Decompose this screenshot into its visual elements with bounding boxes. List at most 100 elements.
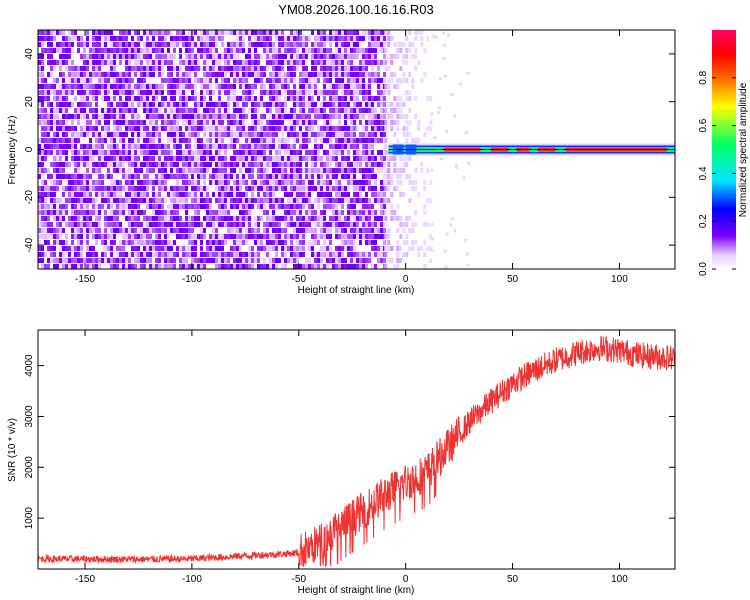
- heatmap-cell: [429, 96, 433, 101]
- heatmap-cell: [83, 180, 86, 185]
- heatmap-cell: [365, 216, 368, 221]
- heatmap-cell: [272, 264, 275, 269]
- heatmap-cell: [38, 144, 41, 149]
- heatmap-cell: [74, 210, 77, 215]
- heatmap-cell: [326, 180, 329, 185]
- heatmap-cell: [53, 144, 56, 149]
- heatmap-cell: [191, 222, 194, 227]
- heatmap-cell: [284, 36, 287, 41]
- heatmap-cell: [131, 210, 134, 215]
- heatmap-cell: [251, 162, 254, 167]
- heatmap-cell: [83, 150, 86, 155]
- heatmap-cell: [209, 258, 212, 263]
- heatmap-cell: [41, 48, 44, 53]
- heatmap-cell: [104, 186, 107, 191]
- heatmap-cell: [296, 150, 299, 155]
- heatmap-cell: [56, 264, 59, 269]
- heatmap-cell: [365, 174, 368, 179]
- heatmap-cell: [131, 246, 134, 251]
- heatmap-cell: [122, 246, 125, 251]
- heatmap-cell: [65, 198, 68, 203]
- heatmap-cell: [113, 210, 116, 215]
- heatmap-cell: [284, 72, 287, 77]
- heatmap-cell: [311, 60, 314, 65]
- heatmap-cell: [173, 90, 176, 95]
- heatmap-cell: [236, 204, 239, 209]
- heatmap-cell: [92, 186, 95, 191]
- heatmap-cell: [248, 96, 251, 101]
- heatmap-cell: [420, 246, 424, 251]
- heatmap-cell: [218, 132, 221, 137]
- heatmap-cell: [47, 210, 50, 215]
- heatmap-cell: [344, 72, 347, 77]
- heatmap-cell: [368, 54, 371, 59]
- heatmap-cell: [380, 114, 383, 119]
- heatmap-cell: [173, 120, 176, 125]
- heatmap-cell: [182, 192, 185, 197]
- heatmap-cell: [77, 150, 80, 155]
- heatmap-cell: [143, 150, 146, 155]
- heatmap-cell: [62, 162, 65, 167]
- heatmap-cell: [275, 114, 278, 119]
- heatmap-cell: [173, 258, 176, 263]
- heatmap-cell: [290, 114, 293, 119]
- heatmap-cell: [227, 258, 230, 263]
- heatmap-cell: [396, 78, 400, 83]
- heatmap-cell: [338, 150, 341, 155]
- heatmap-cell: [77, 90, 80, 95]
- heatmap-cell: [62, 72, 65, 77]
- heatmap-cell: [152, 42, 155, 47]
- heatmap-cell: [320, 114, 323, 119]
- heatmap-cell: [92, 180, 95, 185]
- heatmap-cell: [158, 60, 161, 65]
- heatmap-cell: [194, 114, 197, 119]
- heatmap-cell: [137, 54, 140, 59]
- heatmap-cell: [326, 60, 329, 65]
- heatmap-cell: [173, 102, 176, 107]
- heatmap-cell: [116, 210, 119, 215]
- heatmap-cell: [347, 180, 350, 185]
- heatmap-cell: [377, 96, 380, 101]
- heatmap-cell: [266, 162, 269, 167]
- heatmap-cell: [215, 42, 218, 47]
- heatmap-cell: [350, 162, 353, 167]
- heatmap-cell: [98, 222, 101, 227]
- heatmap-cell: [92, 264, 95, 269]
- heatmap-cell: [233, 192, 236, 197]
- heatmap-cell: [65, 138, 68, 143]
- heatmap-cell: [137, 174, 140, 179]
- heatmap-cell: [182, 150, 185, 155]
- heatmap-cell: [299, 198, 302, 203]
- heatmap-cell: [152, 72, 155, 77]
- heatmap-cell: [414, 222, 418, 227]
- heatmap-cell: [248, 138, 251, 143]
- heatmap-cell: [390, 192, 394, 197]
- heatmap-cell: [305, 72, 308, 77]
- heatmap-cell: [80, 36, 83, 41]
- heatmap-cell: [209, 222, 212, 227]
- heatmap-cell: [329, 162, 332, 167]
- heatmap-cell: [353, 204, 356, 209]
- heatmap-cell: [227, 114, 230, 119]
- heatmap-cell: [329, 90, 332, 95]
- heatmap-cell: [86, 54, 89, 59]
- heatmap-cell: [83, 102, 86, 107]
- heatmap-cell: [239, 240, 242, 245]
- heatmap-cell: [140, 228, 143, 233]
- heatmap-cell: [335, 198, 338, 203]
- heatmap-cell: [368, 186, 371, 191]
- heatmap-cell: [236, 198, 239, 203]
- heatmap-cell: [47, 240, 50, 245]
- heatmap-cell: [131, 156, 134, 161]
- heatmap-cell: [254, 96, 257, 101]
- heatmap-cell: [414, 210, 418, 215]
- heatmap-cell: [113, 192, 116, 197]
- heatmap-cell: [365, 264, 368, 269]
- heatmap-cell: [236, 234, 239, 239]
- heatmap-cell: [245, 252, 248, 257]
- heatmap-cell: [399, 180, 403, 185]
- heatmap-cell: [293, 198, 296, 203]
- heatmap-cell: [287, 162, 290, 167]
- heatmap-cell: [320, 252, 323, 257]
- heatmap-cell: [134, 168, 137, 173]
